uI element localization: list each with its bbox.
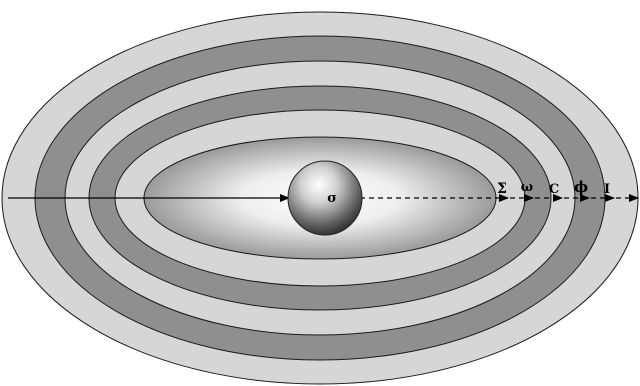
label-c: C: [549, 182, 559, 197]
label-capital-sigma: Σ: [497, 181, 507, 197]
label-omega: ω: [521, 180, 533, 195]
label-center-sigma: σ: [327, 191, 337, 206]
label-i: I: [604, 182, 610, 197]
label-phi: ϕ: [574, 178, 588, 196]
central-sphere: [287, 160, 363, 236]
